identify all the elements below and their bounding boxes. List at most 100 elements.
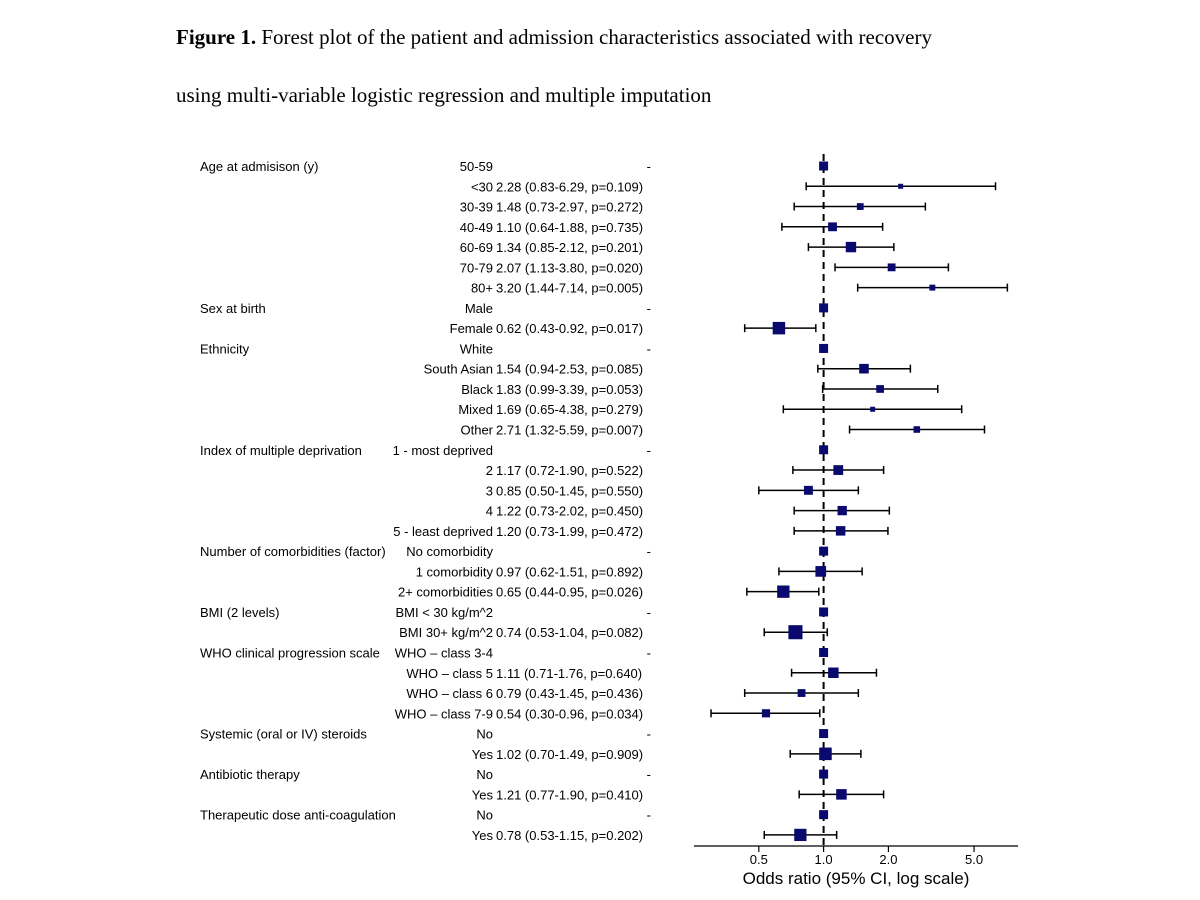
estimate-label: - bbox=[647, 159, 651, 174]
level-label: No comorbidity bbox=[406, 544, 493, 559]
variable-label: Ethnicity bbox=[200, 341, 250, 356]
point-estimate-marker bbox=[837, 505, 847, 516]
point-estimate-marker bbox=[833, 465, 844, 475]
x-tick-label: 5.0 bbox=[965, 852, 983, 867]
level-label: WHO – class 6 bbox=[406, 686, 493, 701]
variable-label: Therapeutic dose anti-coagulation bbox=[200, 808, 396, 823]
point-estimate-marker bbox=[836, 789, 847, 800]
level-label: Female bbox=[450, 321, 493, 336]
level-label: 30-39 bbox=[460, 200, 493, 215]
caption-text-1: Forest plot of the patient and admission… bbox=[261, 25, 932, 49]
reference-point-marker bbox=[819, 343, 829, 353]
point-estimate-marker bbox=[819, 747, 832, 761]
row-labels: Age at admisison (y) 50-59 - <30 2.28 (0.83-… bbox=[200, 159, 651, 843]
level-label: WHO – class 3-4 bbox=[395, 645, 493, 660]
variable-label: Index of multiple deprivation bbox=[200, 443, 362, 458]
estimate-label: 2.71 (1.32-5.59, p=0.007) bbox=[496, 423, 643, 438]
estimate-label: 0.97 (0.62-1.51, p=0.892) bbox=[496, 564, 643, 579]
point-estimate-marker bbox=[772, 321, 786, 335]
level-label: White bbox=[460, 341, 493, 356]
variable-label: BMI (2 levels) bbox=[200, 605, 279, 620]
level-label: Black bbox=[461, 382, 493, 397]
level-label: 40-49 bbox=[460, 220, 493, 235]
estimate-label: - bbox=[647, 605, 651, 620]
point-estimate-marker bbox=[929, 284, 936, 291]
point-estimate-marker bbox=[856, 203, 864, 210]
estimate-label: 0.62 (0.43-0.92, p=0.017) bbox=[496, 321, 643, 336]
estimate-label: - bbox=[647, 544, 651, 559]
level-label: No bbox=[476, 727, 493, 742]
caption-line-1: Figure 1. Forest plot of the patient and… bbox=[176, 8, 1076, 66]
x-axis: 0.5 1.0 2.0 5.0 bbox=[694, 845, 1018, 867]
point-estimate-marker bbox=[788, 625, 803, 640]
level-label: <30 bbox=[471, 179, 493, 194]
estimate-label: 1.69 (0.65-4.38, p=0.279) bbox=[496, 402, 643, 417]
variable-label: Age at admisison (y) bbox=[200, 159, 319, 174]
estimate-label: 0.74 (0.53-1.04, p=0.082) bbox=[496, 625, 643, 640]
level-label: 4 bbox=[486, 504, 493, 519]
estimate-label: 3.20 (1.44-7.14, p=0.005) bbox=[496, 281, 643, 296]
point-estimate-marker bbox=[913, 426, 921, 433]
level-label: 2+ comorbidities bbox=[398, 585, 494, 600]
x-tick-label: 1.0 bbox=[815, 852, 833, 867]
estimate-label: - bbox=[647, 808, 651, 823]
reference-point-marker bbox=[819, 729, 829, 739]
estimate-label: 1.21 (0.77-1.90, p=0.410) bbox=[496, 787, 643, 802]
x-tick-label: 0.5 bbox=[750, 852, 768, 867]
point-estimate-marker bbox=[835, 526, 846, 536]
estimate-label: - bbox=[647, 727, 651, 742]
variable-label: Antibiotic therapy bbox=[200, 767, 300, 782]
point-estimate-marker bbox=[828, 222, 837, 232]
point-estimate-marker bbox=[777, 585, 790, 598]
estimate-label: 1.54 (0.94-2.53, p=0.085) bbox=[496, 362, 643, 377]
level-label: 2 bbox=[486, 463, 493, 478]
level-label: South Asian bbox=[424, 362, 493, 377]
point-estimate-marker bbox=[797, 689, 806, 697]
level-label: 1 comorbidity bbox=[416, 564, 494, 579]
x-tick-label: 2.0 bbox=[879, 852, 897, 867]
level-label: 50-59 bbox=[460, 159, 493, 174]
estimate-label: - bbox=[647, 301, 651, 316]
caption-line-2: using multi-variable logistic regression… bbox=[176, 83, 712, 107]
point-estimate-marker bbox=[898, 183, 904, 189]
x-axis-label: Odds ratio (95% CI, log scale) bbox=[743, 869, 970, 888]
level-label: BMI 30+ kg/m^2 bbox=[399, 625, 493, 640]
estimate-label: 1.22 (0.73-2.02, p=0.450) bbox=[496, 504, 643, 519]
estimate-label: - bbox=[647, 645, 651, 660]
level-label: 3 bbox=[486, 483, 493, 498]
point-estimate-marker bbox=[794, 828, 807, 842]
reference-point-marker bbox=[819, 607, 829, 617]
level-label: 60-69 bbox=[460, 240, 493, 255]
level-label: Yes bbox=[472, 747, 494, 762]
estimate-label: 1.10 (0.64-1.88, p=0.735) bbox=[496, 220, 643, 235]
variable-label: Sex at birth bbox=[200, 301, 266, 316]
estimate-label: - bbox=[647, 767, 651, 782]
reference-point-marker bbox=[819, 546, 829, 556]
level-label: 80+ bbox=[471, 281, 493, 296]
level-label: 70-79 bbox=[460, 260, 493, 275]
point-estimate-marker bbox=[870, 406, 876, 412]
point-estimate-marker bbox=[761, 709, 771, 718]
figure-caption: Figure 1. Forest plot of the patient and… bbox=[176, 8, 1076, 124]
reference-point-marker bbox=[819, 647, 829, 657]
level-label: 5 - least deprived bbox=[393, 524, 493, 539]
point-estimate-marker bbox=[828, 667, 839, 678]
estimate-label: 0.79 (0.43-1.45, p=0.436) bbox=[496, 686, 643, 701]
level-label: WHO – class 7-9 bbox=[395, 706, 493, 721]
level-label: No bbox=[476, 767, 493, 782]
point-estimate-marker bbox=[803, 485, 813, 495]
point-estimate-marker bbox=[845, 241, 857, 253]
estimate-label: 1.20 (0.73-1.99, p=0.472) bbox=[496, 524, 643, 539]
level-label: WHO – class 5 bbox=[406, 666, 493, 681]
reference-point-marker bbox=[819, 445, 829, 455]
point-estimate-marker bbox=[876, 385, 884, 393]
estimate-label: 1.48 (0.73-2.97, p=0.272) bbox=[496, 200, 643, 215]
estimate-label: 0.65 (0.44-0.95, p=0.026) bbox=[496, 585, 643, 600]
point-estimate-marker bbox=[859, 363, 869, 374]
estimate-label: 2.07 (1.13-3.80, p=0.020) bbox=[496, 260, 643, 275]
level-label: Mixed bbox=[458, 402, 493, 417]
level-label: Other bbox=[460, 423, 493, 438]
variable-label: WHO clinical progression scale bbox=[200, 645, 380, 660]
estimate-label: 1.11 (0.71-1.76, p=0.640) bbox=[496, 666, 642, 681]
level-label: Yes bbox=[472, 828, 494, 843]
